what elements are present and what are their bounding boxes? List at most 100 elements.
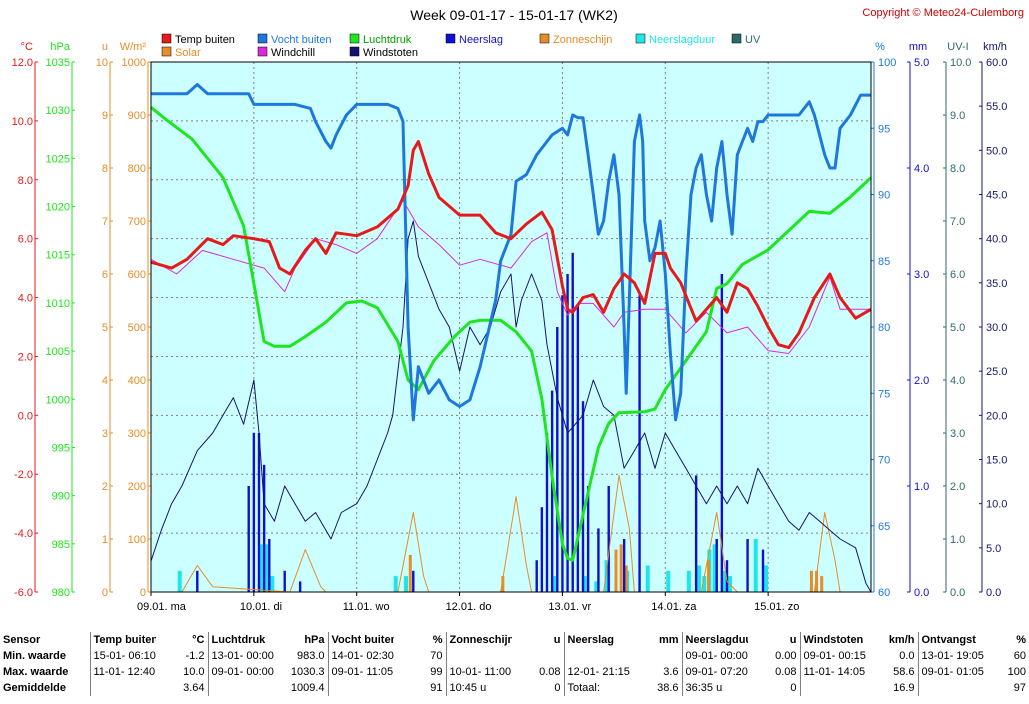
x-tick-label: 14.01. za [651, 601, 697, 613]
axis-tick-label: 60 [878, 587, 890, 599]
stats-time: 11-01- 12:40 [89, 664, 156, 680]
stats-value [630, 648, 682, 664]
axis-tick-label: 5 [102, 322, 108, 334]
axis-tick-label: 0 [140, 587, 146, 599]
raindur-bar [404, 576, 408, 592]
stats-header-label: Ontvangst [917, 632, 984, 648]
raindur-bar [702, 576, 707, 592]
rain-bar [586, 486, 590, 592]
stats-time [445, 648, 512, 664]
stats-time [327, 680, 394, 696]
axis-tick-label: 4.0 [18, 293, 33, 305]
legend-swatch [539, 33, 550, 44]
legend-swatch [257, 33, 268, 44]
stats-row-label: Max. waarde [3, 666, 69, 678]
axis-tick-label: 5.0 [914, 57, 929, 69]
axis-tick-label: 1.0 [950, 534, 965, 546]
rain-bar [746, 539, 749, 592]
legend-swatch [445, 33, 456, 44]
axis-tick-label: 1025 [46, 153, 70, 165]
raindur-bar [764, 565, 768, 592]
legend-swatch [349, 33, 360, 44]
legend-label: Neerslag [459, 34, 503, 46]
legend-swatch [635, 33, 646, 44]
stats-value: 0.08 [775, 666, 797, 678]
stats-row-min: Min. waarde 15-01- 06:10 -1.2 13-01- 00:0… [0, 648, 1029, 664]
axis-unit-label: % [875, 41, 885, 53]
stats-time [207, 680, 274, 696]
rain-bar [761, 549, 765, 592]
stats-value: 58.6 [893, 666, 915, 678]
axis-tick-label: 700 [128, 216, 146, 228]
rain-bar [725, 560, 729, 592]
stats-value: 3.64 [183, 682, 205, 694]
axis-tick-label: 95 [878, 123, 890, 135]
raindur-bar [177, 570, 182, 592]
axis-tick-label: 50.0 [986, 145, 1007, 157]
stats-row-max: Max. waarde 11-01- 12:40 10.0 09-01- 00:0… [0, 664, 1029, 680]
legend-swatch [161, 46, 172, 57]
stats-value: 0 [790, 682, 797, 694]
axis-tick-label: 10.0 [986, 499, 1007, 511]
axis-tick-label: 800 [128, 163, 146, 175]
axis-tick-label: 980 [52, 587, 70, 599]
axis-tick-label: 7 [102, 216, 108, 228]
axis-tick-label: 1 [102, 534, 108, 546]
axis-tick-label: 1000 [122, 57, 146, 69]
rain-bar [540, 507, 544, 592]
axis-tick-label: 45.0 [986, 190, 1007, 202]
axis-tick-label: 1020 [46, 202, 70, 214]
axis-tick-label: 4.0 [914, 163, 929, 175]
x-tick-label: 12.01. do [446, 601, 492, 613]
axis-unit-label: u [102, 41, 108, 53]
rain-bar [638, 295, 641, 592]
humidity-line [151, 83, 871, 422]
solar-line [181, 474, 841, 593]
stats-value [512, 648, 564, 664]
rain-bar [556, 327, 559, 592]
axis-tick-label: 100 [128, 534, 146, 546]
legend-swatch [349, 46, 360, 57]
raindur-bar [553, 576, 558, 592]
rain-bar [262, 464, 266, 592]
sunshine-bar [619, 544, 623, 592]
axis-tick-label: 8.0 [950, 163, 965, 175]
axis-tick-label: 9 [102, 110, 108, 122]
axis-tick-label: 1015 [46, 250, 70, 262]
line-series [150, 83, 873, 593]
raindur-bar [712, 544, 717, 592]
sunshine-bar [408, 554, 412, 592]
axis-unit-label: °C [21, 41, 33, 53]
axis-tick-label: 500 [128, 322, 146, 334]
stats-value: 99 [430, 666, 443, 678]
axis-tick-label: 5.0 [950, 322, 965, 334]
stats-value: 60 [1013, 650, 1026, 662]
raindur-bar [584, 576, 588, 592]
statistics-table: Sensor Temp buiten °C Luchtdruk hPa Vocht … [0, 632, 1029, 704]
rain-bar [535, 560, 538, 592]
legend-label: Vocht buiten [271, 34, 332, 46]
legend-swatch [257, 46, 268, 57]
stats-time: 10:45 u [445, 680, 512, 696]
rain-bar [561, 295, 564, 592]
axis-tick-label: 75 [878, 388, 890, 400]
rain-bar [412, 570, 415, 592]
stats-value: 38.6 [657, 682, 679, 694]
stats-time: 09-01- 00:15 [799, 648, 866, 664]
stats-time [89, 680, 156, 696]
stats-header-unit: hPa [304, 634, 325, 646]
raindur-bar [265, 544, 270, 592]
stats-header-label: Zonneschijn [445, 632, 512, 648]
axis-unit-label: km/h [983, 41, 1007, 53]
stats-time: 13-01- 19:05 [917, 648, 984, 664]
stats-value: 983.0 [296, 650, 325, 662]
axis-tick-label: 1005 [46, 346, 70, 358]
axis-tick-label: 4.0 [950, 375, 965, 387]
raindur-bar [594, 581, 599, 592]
axis-tick-label: 40.0 [986, 234, 1007, 246]
axis-tick-label: -4.0 [14, 528, 33, 540]
axis-tick-label: 990 [52, 491, 70, 503]
rain-bar [252, 433, 256, 592]
stats-time: 10-01- 11:00 [445, 664, 512, 680]
